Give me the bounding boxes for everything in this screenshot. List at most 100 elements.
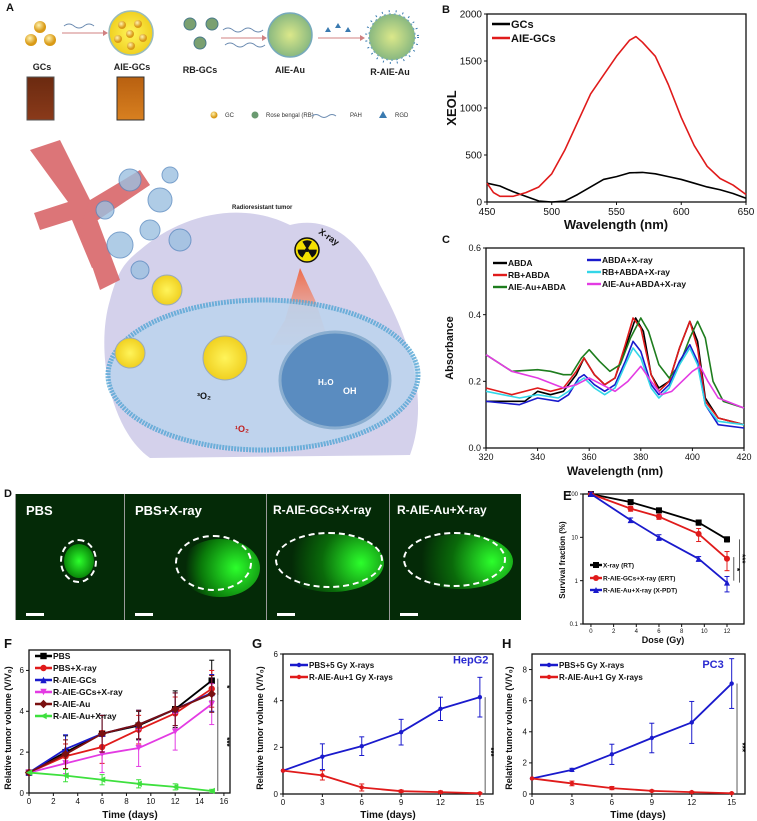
legend-entry	[35, 688, 52, 696]
x-tick-label: 15	[475, 798, 484, 807]
marker-triangle-left	[171, 783, 179, 791]
marker-diamond	[134, 720, 143, 729]
marker-circle	[477, 791, 483, 796]
marker-circle	[593, 575, 599, 581]
species-label-aie-gcs: AIE-GCs	[114, 62, 151, 72]
y-tick-label: 2	[274, 743, 279, 752]
schematic-illustration: GCs AIE-GCs RB-GCs AIE-Au R-AIE-Au GC Ro…	[25, 10, 421, 458]
triplet-oxygen-label: ³O₂	[197, 391, 211, 401]
gc-legend-icon	[210, 111, 218, 119]
marker-square	[695, 519, 702, 526]
arrow-icon	[62, 23, 108, 36]
x-tick-label: 10	[701, 629, 708, 635]
series-abda	[486, 317, 745, 426]
r-aie-au-extracellular-icon	[114, 337, 146, 369]
marker-circle	[296, 662, 302, 668]
marker-diamond	[207, 689, 216, 699]
x-tick-label: 360	[582, 452, 597, 462]
legend-entry	[290, 662, 308, 668]
series-r-aie-au-1-gy-x-rays	[280, 768, 483, 796]
radioresistant-tumor-label: Radioresistant tumor	[232, 205, 293, 211]
legend-label: PBS+X-ray	[53, 663, 97, 673]
y-tick-label: 10	[571, 535, 578, 541]
significance-annotation: ***	[738, 743, 747, 753]
marker-triangle	[587, 491, 594, 497]
x-tick-label: 0	[589, 629, 593, 635]
series-line	[28, 703, 213, 774]
y-tick-label: 0.2	[468, 376, 481, 386]
legend-label: RB+ABDA+X-ray	[602, 267, 670, 277]
legend-entry	[35, 676, 52, 684]
series-line	[486, 317, 745, 426]
y-axis-label: Absorbance	[444, 316, 456, 380]
marker-circle	[609, 785, 615, 791]
legend-entry	[540, 674, 558, 680]
panel-label-f: F	[4, 636, 12, 651]
legend-label: ABDA	[508, 258, 533, 268]
marker-circle	[695, 530, 702, 537]
significance-annotation: ***	[737, 554, 746, 564]
y-axis-label: Relative tumor volume (V/V₀)	[255, 666, 265, 790]
x-tick-label: 340	[530, 452, 545, 462]
legend-label: PBS	[53, 651, 71, 661]
x-tick-label: 16	[219, 797, 228, 806]
marker-circle	[729, 681, 734, 686]
series-line	[282, 769, 480, 795]
x-tick-label: 600	[673, 207, 690, 218]
arrow-icon	[318, 23, 365, 41]
marker-triangle-down	[135, 744, 142, 752]
x-tick-label: 2	[612, 629, 616, 635]
x-tick-label: 12	[687, 798, 696, 807]
marker-triangle	[695, 555, 702, 562]
series-pbs-5-gy-x-rays	[280, 676, 483, 773]
series-line	[282, 696, 481, 772]
x-tick-label: 0	[530, 798, 535, 807]
legend-label: R-AIE-GCs+X-ray (ERT)	[603, 575, 675, 582]
x-axis-label: Wavelength (nm)	[567, 464, 663, 478]
x-tick-label: 0	[281, 798, 286, 807]
x-tick-label: 12	[436, 798, 445, 807]
y-tick-label: 4	[523, 728, 528, 737]
rose-bengal-legend-icon	[251, 111, 259, 119]
series-line	[28, 688, 213, 774]
tumor-outline	[275, 532, 383, 588]
scale-bar	[277, 613, 295, 616]
scale-bar	[26, 613, 44, 616]
marker-circle	[609, 752, 615, 757]
marker-diamond	[97, 729, 107, 738]
y-tick-label: 0	[523, 790, 528, 799]
x-tick-label: 650	[738, 207, 755, 218]
marker-triangle-left	[98, 776, 106, 783]
x-tick-label: 320	[478, 452, 493, 462]
x-axis-label: Time (days)	[610, 810, 665, 821]
gcs-vial-photo	[26, 76, 55, 121]
significance-annotation: ***	[486, 747, 495, 757]
legend-label: PBS+5 Gy X-rays	[309, 661, 375, 670]
singlet-oxygen-label: ¹O₂	[235, 424, 249, 434]
legend-rgd-label: RGD	[395, 113, 409, 119]
series-line	[486, 171, 747, 203]
gc-particles-icon	[25, 21, 56, 46]
legend-label: ABDA+X-ray	[602, 255, 653, 265]
series-rb-abda-x-ray	[485, 347, 745, 426]
chart-f-frame	[28, 649, 231, 794]
y-tick-label: 2	[20, 748, 25, 757]
x-tick-label: 400	[685, 452, 700, 462]
legend-rb-label: Rose bengal (RB)	[266, 113, 314, 119]
significance-annotation: ***	[222, 737, 231, 747]
y-tick-label: 500	[465, 151, 482, 162]
legend-gc-label: GC	[225, 113, 235, 119]
r-aie-au-extracellular-icon	[151, 274, 183, 306]
blood-vessel-icon	[30, 140, 150, 290]
legend-label: R-AIE-GCs+X-ray	[53, 687, 123, 697]
series-line	[486, 35, 747, 198]
panel-label-b: B	[442, 4, 450, 16]
series-line	[28, 693, 213, 774]
marker-circle	[438, 789, 443, 795]
scale-bar	[400, 613, 418, 616]
aie-gcs-particle-icon	[108, 10, 154, 56]
marker-diamond	[170, 705, 180, 714]
y-tick-label: 2000	[460, 10, 483, 21]
legend-entry	[35, 652, 52, 660]
x-tick-label: 14	[195, 797, 204, 806]
